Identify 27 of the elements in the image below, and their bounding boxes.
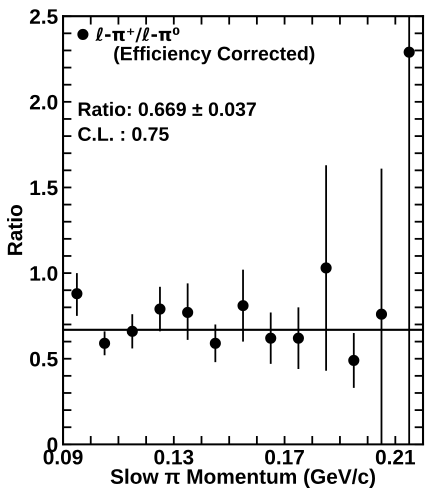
annotation: (Efficiency Corrected) (114, 46, 314, 64)
x-axis-title: Slow π Momentum (GeV/c) (110, 468, 375, 488)
point (348, 354, 360, 366)
point (154, 304, 166, 315)
point (210, 338, 221, 349)
point (182, 306, 194, 318)
x-tick-label: 0.13 (154, 450, 194, 465)
point (126, 326, 138, 337)
point (404, 46, 415, 58)
point (292, 332, 304, 344)
y-tick-label: 1.0 (30, 266, 58, 281)
point (376, 308, 388, 320)
y-tick-label: 1.5 (30, 180, 58, 196)
y-axis-title: Ratio (7, 205, 22, 255)
x-tick-label: 0.17 (265, 450, 304, 465)
annotation: Ratio: 0.669 ± 0.037 (78, 102, 256, 116)
legend-label: ℓ-π⁺/ℓ-π⁰ (95, 27, 180, 42)
y-tick-label: 0.5 (30, 352, 58, 366)
point (265, 332, 276, 344)
point (99, 338, 110, 349)
point (237, 300, 249, 312)
y-tick-label: 2.5 (30, 9, 58, 24)
x-tick-label: 0.21 (376, 450, 416, 465)
point (71, 288, 82, 300)
y-tick-label: 2.0 (30, 94, 58, 110)
point (320, 262, 332, 274)
annotation: C.L. : 0.75 (78, 127, 169, 141)
